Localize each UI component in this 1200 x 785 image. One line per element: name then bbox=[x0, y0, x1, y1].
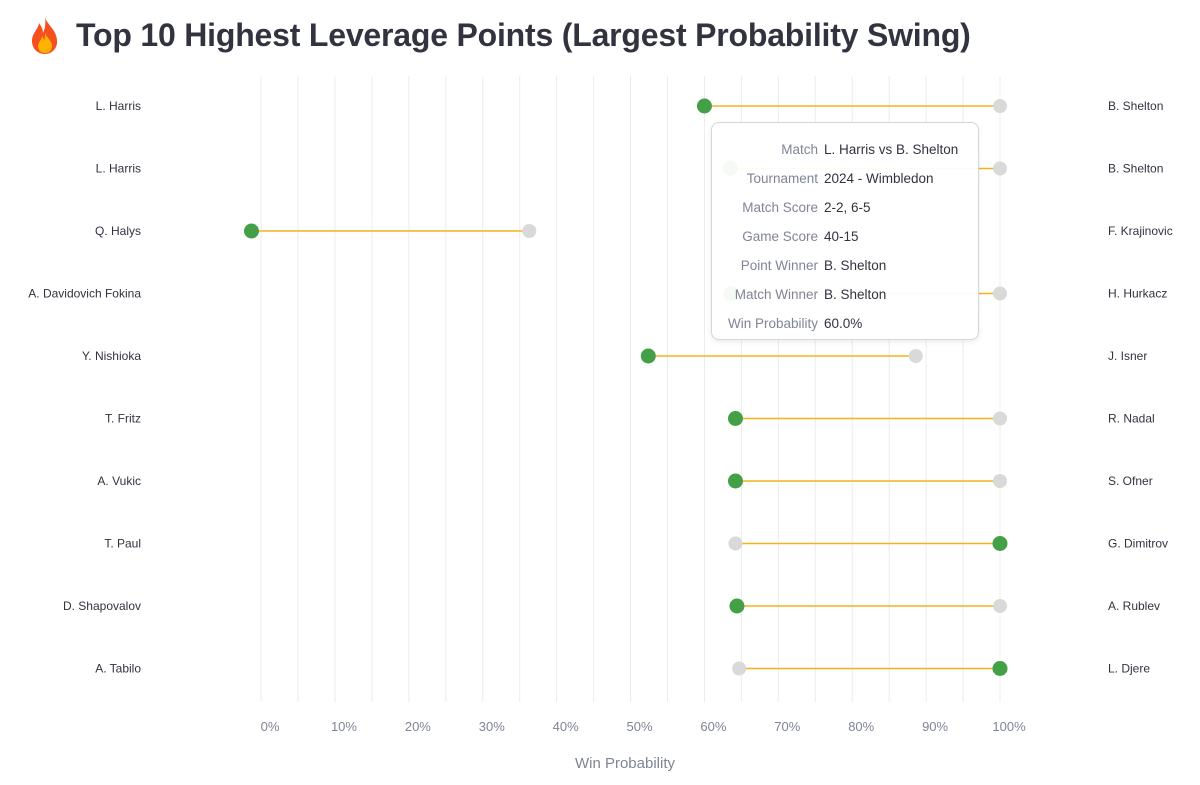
fire-icon bbox=[32, 17, 58, 54]
tooltip-key: Win Probability bbox=[727, 316, 818, 331]
row-left-player-label: T. Fritz bbox=[105, 412, 141, 426]
page-header: Top 10 Highest Leverage Points (Largest … bbox=[28, 12, 971, 58]
chart-row: T. Paul G. Dimitrov bbox=[104, 536, 1168, 551]
winner-probability-dot bbox=[992, 661, 1008, 676]
tooltip-row: Match Score 2-2, 6-5 bbox=[712, 193, 978, 222]
tooltip-key: Match bbox=[781, 142, 818, 157]
chart-row: D. Shapovalov A. Rublev bbox=[63, 598, 1160, 614]
row-right-player-label: B. Shelton bbox=[1108, 99, 1163, 113]
winner-probability-dot bbox=[727, 411, 743, 426]
chart-row: L. Harris B. Shelton bbox=[96, 98, 1163, 114]
chart-row: A. Tabilo L. Djere bbox=[95, 661, 1150, 676]
row-right-player-label: A. Rublev bbox=[1108, 599, 1160, 613]
tooltip-key: Game Score bbox=[742, 229, 818, 244]
x-tick-label: 40% bbox=[553, 719, 579, 734]
chart-row: Q. Halys F. Krajinovic bbox=[95, 223, 1173, 239]
other-probability-dot bbox=[993, 411, 1007, 426]
other-probability-dot bbox=[728, 536, 743, 551]
tooltip-row: Match Winner B. Shelton bbox=[712, 280, 978, 309]
chart-row: A. Davidovich Fokina H. Hurkacz bbox=[28, 286, 1167, 301]
tooltip-key: Point Winner bbox=[740, 258, 818, 273]
x-axis-title: Win Probability bbox=[575, 755, 676, 772]
other-probability-dot bbox=[993, 99, 1007, 113]
row-left-player-label: Y. Nishioka bbox=[82, 349, 141, 363]
winner-probability-dot bbox=[640, 348, 656, 364]
row-right-player-label: G. Dimitrov bbox=[1108, 537, 1168, 551]
tooltip-value: 2024 - Wimbledon bbox=[824, 171, 934, 186]
other-probability-dot bbox=[993, 599, 1007, 613]
x-tick-label: 50% bbox=[627, 719, 653, 734]
tooltip-key: Tournament bbox=[746, 171, 818, 186]
chart-row: T. Fritz R. Nadal bbox=[105, 411, 1155, 426]
row-right-player-label: S. Ofner bbox=[1108, 474, 1153, 488]
tooltip-row: Tournament 2024 - Wimbledon bbox=[712, 164, 978, 193]
page-title: Top 10 Highest Leverage Points (Largest … bbox=[76, 16, 971, 53]
winner-probability-dot bbox=[729, 598, 745, 614]
winner-probability-dot bbox=[696, 98, 712, 114]
chart-row: Y. Nishioka J. Isner bbox=[82, 348, 1147, 364]
tooltip-value: 2-2, 6-5 bbox=[824, 200, 871, 215]
tooltip-row: Game Score 40-15 bbox=[712, 222, 978, 251]
tooltip-key: Match Score bbox=[742, 200, 818, 215]
x-tick-label: 30% bbox=[479, 719, 505, 734]
chart-row: A. Vukic S. Ofner bbox=[97, 473, 1153, 489]
tooltip-value: L. Harris vs B. Shelton bbox=[824, 142, 959, 157]
row-right-player-label: H. Hurkacz bbox=[1108, 287, 1167, 301]
x-tick-label: 90% bbox=[922, 719, 948, 734]
x-tick-label: 80% bbox=[848, 719, 874, 734]
x-tick-label: 0% bbox=[261, 719, 280, 734]
x-tick-label: 100% bbox=[992, 719, 1026, 734]
row-right-player-label: L. Djere bbox=[1108, 662, 1150, 676]
other-probability-dot bbox=[908, 349, 923, 363]
row-left-player-label: T. Paul bbox=[104, 537, 141, 551]
row-left-player-label: D. Shapovalov bbox=[63, 599, 141, 613]
other-probability-dot bbox=[993, 161, 1007, 176]
tooltip-key: Match Winner bbox=[734, 287, 818, 302]
chart-rows: L. Harris B. Shelton L. Harris B. Shelton Q.… bbox=[28, 98, 1173, 676]
row-right-player-label: R. Nadal bbox=[1108, 412, 1155, 426]
other-probability-dot bbox=[522, 224, 537, 238]
winner-probability-dot bbox=[243, 223, 259, 239]
x-axis-ticks: 0% 10% 20% 30% 40% 50% 60% 70% 80% 90% 100% bbox=[261, 719, 1026, 734]
tooltip-value: 40-15 bbox=[824, 229, 859, 244]
chart-row: L. Harris B. Shelton bbox=[96, 161, 1163, 176]
other-probability-dot bbox=[732, 661, 747, 676]
tooltip-value: B. Shelton bbox=[824, 287, 887, 302]
row-left-player-label: L. Harris bbox=[96, 99, 141, 113]
row-left-player-label: A. Tabilo bbox=[95, 662, 141, 676]
row-left-player-label: A. Vukic bbox=[97, 474, 141, 488]
x-tick-label: 10% bbox=[331, 719, 357, 734]
tooltip-row: Match L. Harris vs B. Shelton bbox=[712, 135, 978, 164]
x-tick-label: 70% bbox=[774, 719, 800, 734]
row-right-player-label: F. Krajinovic bbox=[1108, 224, 1173, 238]
row-left-player-label: A. Davidovich Fokina bbox=[28, 287, 141, 301]
tooltip-row: Point Winner B. Shelton bbox=[712, 251, 978, 280]
winner-probability-dot bbox=[992, 536, 1008, 551]
tooltip-value: 60.0% bbox=[824, 316, 863, 331]
tooltip-row: Win Probability 60.0% bbox=[712, 309, 978, 338]
tooltip-value: B. Shelton bbox=[824, 258, 887, 273]
x-tick-label: 60% bbox=[700, 719, 726, 734]
hover-tooltip: Match L. Harris vs B. Shelton Tournament 20… bbox=[711, 122, 979, 340]
row-right-player-label: B. Shelton bbox=[1108, 162, 1163, 176]
row-left-player-label: L. Harris bbox=[96, 162, 141, 176]
x-tick-label: 20% bbox=[405, 719, 431, 734]
other-probability-dot bbox=[993, 286, 1007, 301]
winner-probability-dot bbox=[727, 473, 743, 489]
other-probability-dot bbox=[993, 474, 1007, 488]
row-right-player-label: J. Isner bbox=[1108, 349, 1147, 363]
row-left-player-label: Q. Halys bbox=[95, 224, 141, 238]
